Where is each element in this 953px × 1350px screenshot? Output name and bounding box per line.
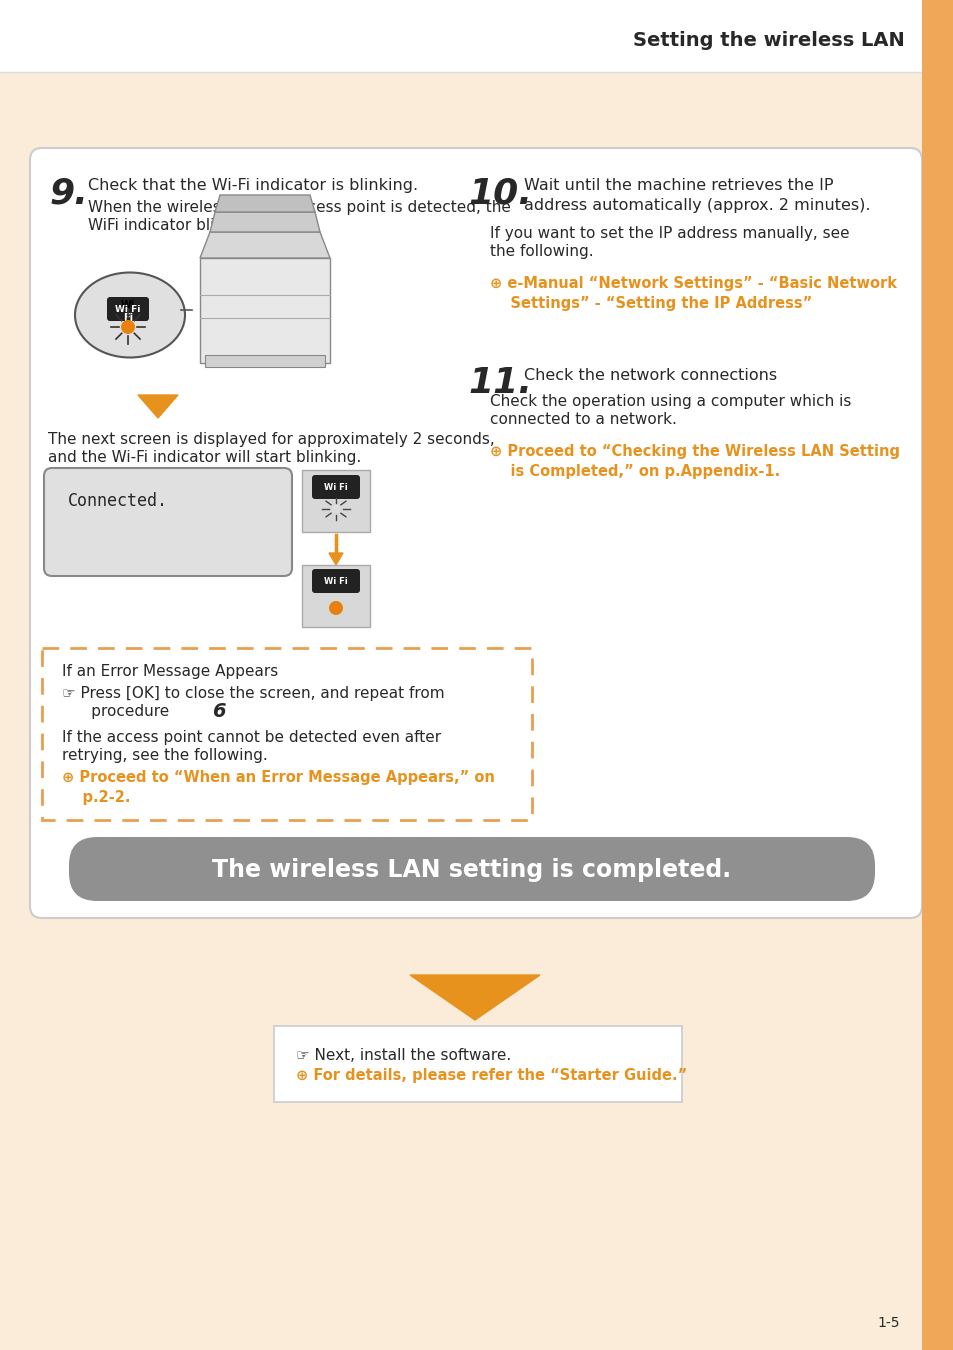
Text: If you want to set the IP address manually, see: If you want to set the IP address manual…: [490, 225, 849, 242]
Text: Check the network connections: Check the network connections: [523, 369, 777, 383]
Polygon shape: [329, 554, 343, 566]
Text: 6: 6: [212, 702, 226, 721]
FancyBboxPatch shape: [44, 468, 292, 576]
FancyBboxPatch shape: [921, 0, 953, 1350]
FancyBboxPatch shape: [200, 258, 330, 363]
Text: ⊕ Proceed to “Checking the Wireless LAN Setting: ⊕ Proceed to “Checking the Wireless LAN …: [490, 444, 899, 459]
Text: address automatically (approx. 2 minutes).: address automatically (approx. 2 minutes…: [523, 198, 869, 213]
Text: If an Error Message Appears: If an Error Message Appears: [62, 664, 278, 679]
Circle shape: [332, 505, 339, 513]
Text: Connected.: Connected.: [68, 491, 168, 510]
Text: The wireless LAN setting is completed.: The wireless LAN setting is completed.: [213, 859, 731, 882]
Text: retrying, see the following.: retrying, see the following.: [62, 748, 268, 763]
Text: Wi Fi: Wi Fi: [324, 576, 348, 586]
FancyBboxPatch shape: [302, 470, 370, 532]
Text: When the wireless LAN or access point is detected, the: When the wireless LAN or access point is…: [88, 200, 511, 215]
FancyBboxPatch shape: [69, 837, 874, 900]
Text: the following.: the following.: [490, 244, 593, 259]
FancyBboxPatch shape: [205, 355, 325, 367]
Ellipse shape: [75, 273, 185, 358]
Text: WiFi indicator blinks.: WiFi indicator blinks.: [88, 217, 246, 234]
FancyBboxPatch shape: [107, 297, 149, 321]
Text: ☞ Next, install the software.: ☞ Next, install the software.: [295, 1048, 511, 1062]
Text: ⊕ Proceed to “When an Error Message Appears,” on: ⊕ Proceed to “When an Error Message Appe…: [62, 769, 495, 784]
Text: p.2-2.: p.2-2.: [62, 790, 131, 805]
Text: Wi: Wi: [121, 300, 135, 310]
Polygon shape: [200, 232, 330, 258]
Text: Wi Fi: Wi Fi: [115, 305, 140, 313]
Text: and the Wi-Fi indicator will start blinking.: and the Wi-Fi indicator will start blink…: [48, 450, 361, 464]
Text: ⊕ For details, please refer the “Starter Guide.”: ⊕ For details, please refer the “Starter…: [295, 1068, 686, 1083]
Text: procedure: procedure: [62, 703, 174, 720]
Text: ☞ Press [OK] to close the screen, and repeat from: ☞ Press [OK] to close the screen, and re…: [62, 686, 444, 701]
Text: Setting the wireless LAN: Setting the wireless LAN: [633, 31, 904, 50]
Text: ⊕ e-Manual “Network Settings” - “Basic Network: ⊕ e-Manual “Network Settings” - “Basic N…: [490, 275, 896, 292]
FancyBboxPatch shape: [312, 568, 359, 593]
FancyBboxPatch shape: [302, 566, 370, 626]
Text: 10.: 10.: [468, 176, 532, 211]
Text: Wait until the machine retrieves the IP: Wait until the machine retrieves the IP: [523, 178, 833, 193]
FancyBboxPatch shape: [0, 0, 921, 72]
FancyBboxPatch shape: [30, 148, 921, 918]
FancyBboxPatch shape: [42, 648, 532, 819]
Text: If the access point cannot be detected even after: If the access point cannot be detected e…: [62, 730, 440, 745]
Text: Check the operation using a computer which is: Check the operation using a computer whi…: [490, 394, 850, 409]
Text: is Completed,” on p.Appendix-1.: is Completed,” on p.Appendix-1.: [490, 464, 780, 479]
Text: Settings” - “Setting the IP Address”: Settings” - “Setting the IP Address”: [490, 296, 811, 310]
Text: The next screen is displayed for approximately 2 seconds,: The next screen is displayed for approxi…: [48, 432, 495, 447]
FancyBboxPatch shape: [312, 475, 359, 500]
Polygon shape: [210, 212, 319, 232]
Circle shape: [329, 601, 343, 616]
Polygon shape: [410, 975, 539, 1021]
Text: 11.: 11.: [468, 366, 532, 400]
Text: 9.: 9.: [50, 176, 89, 211]
Circle shape: [121, 320, 135, 333]
Polygon shape: [214, 194, 314, 212]
Text: 1-5: 1-5: [877, 1316, 899, 1330]
Text: Fi: Fi: [123, 313, 132, 323]
Polygon shape: [138, 396, 178, 418]
Text: Wi Fi: Wi Fi: [324, 482, 348, 491]
Text: Check that the Wi-Fi indicator is blinking.: Check that the Wi-Fi indicator is blinki…: [88, 178, 417, 193]
Text: connected to a network.: connected to a network.: [490, 412, 677, 427]
FancyBboxPatch shape: [274, 1026, 681, 1102]
